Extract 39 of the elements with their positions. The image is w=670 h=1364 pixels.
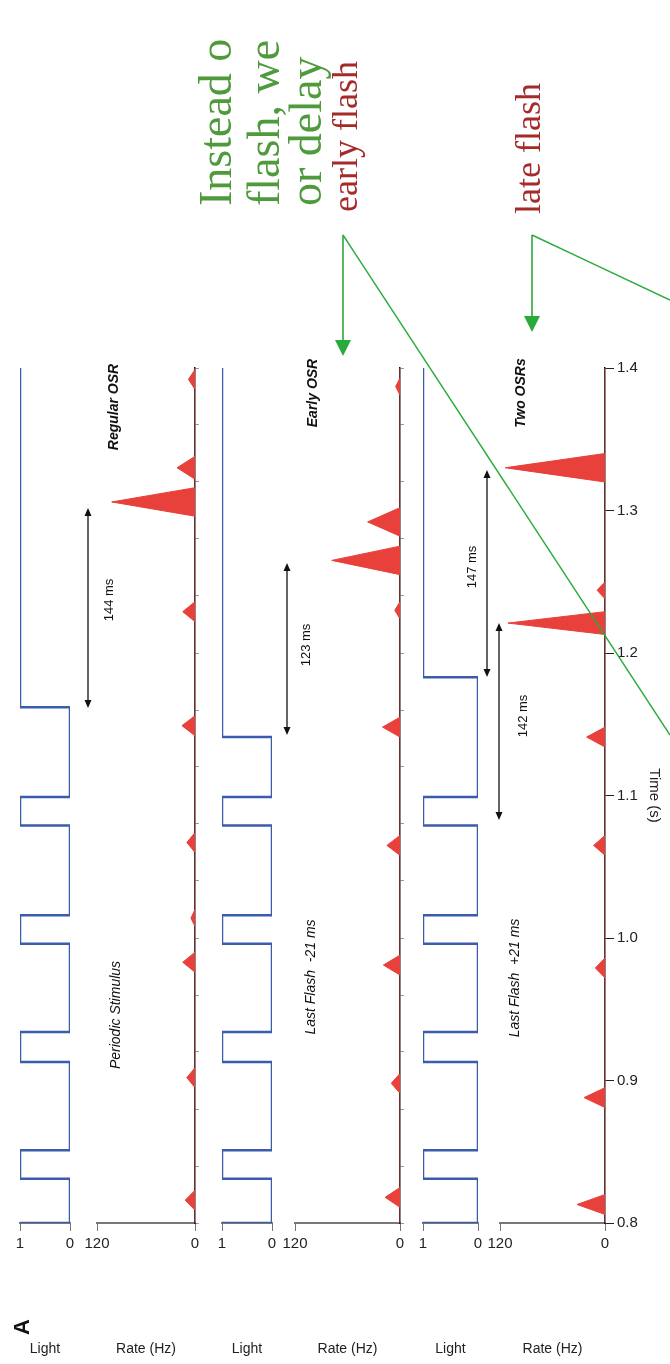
x-axis-title: Rate (Hz) xyxy=(317,1340,378,1357)
x-axis-title: Rate (Hz) xyxy=(116,1340,176,1357)
x-axis-title: Light xyxy=(29,1340,61,1357)
x-tick-label: 0 xyxy=(267,1234,277,1252)
y-tick-label: 0.8 xyxy=(617,1213,638,1231)
y-tick-label: 1.4 xyxy=(617,358,638,376)
x-tick-label: 0 xyxy=(395,1234,405,1252)
text: A xyxy=(9,1319,34,1335)
annotation: Regular OSR xyxy=(105,363,121,451)
x-tick-label: 120 xyxy=(487,1234,513,1252)
annotation: 142 ms xyxy=(514,694,530,738)
x-tick-label: 120 xyxy=(84,1234,110,1252)
x-tick-label: 1 xyxy=(15,1234,25,1252)
x-tick-label: 120 xyxy=(282,1234,308,1252)
text: late flash xyxy=(508,83,548,214)
annotation: Last Flash -21 ms xyxy=(302,919,318,1035)
x-tick-label: 1 xyxy=(418,1234,428,1252)
x-axis-title: Light xyxy=(231,1340,263,1357)
y-tick-label: 1.1 xyxy=(617,785,638,803)
annotation: Early OSR xyxy=(304,358,320,428)
x-tick-label: 0 xyxy=(190,1234,200,1252)
annotation: 147 ms xyxy=(463,545,479,589)
text: Instead o xyxy=(190,38,241,206)
x-tick-label: 1 xyxy=(217,1234,227,1252)
annotation: Two OSRs xyxy=(512,358,528,428)
x-tick-label: 0 xyxy=(473,1234,483,1252)
y-tick-label: 1.0 xyxy=(617,928,638,946)
annotation: 123 ms xyxy=(297,623,313,667)
annotation: Last Flash +21 ms xyxy=(506,918,522,1038)
y-axis-title: Time (s) xyxy=(646,768,664,823)
y-tick-label: 0.9 xyxy=(617,1070,638,1088)
annotation: Periodic Stimulus xyxy=(107,960,123,1070)
annotation: 144 ms xyxy=(100,578,116,622)
x-axis-title: Rate (Hz) xyxy=(522,1340,583,1357)
x-axis-title: Light xyxy=(435,1340,466,1357)
x-tick-label: 0 xyxy=(600,1234,610,1252)
y-tick-label: 1.2 xyxy=(617,643,638,661)
x-tick-label: 0 xyxy=(65,1234,75,1252)
y-tick-label: 1.3 xyxy=(617,500,638,518)
